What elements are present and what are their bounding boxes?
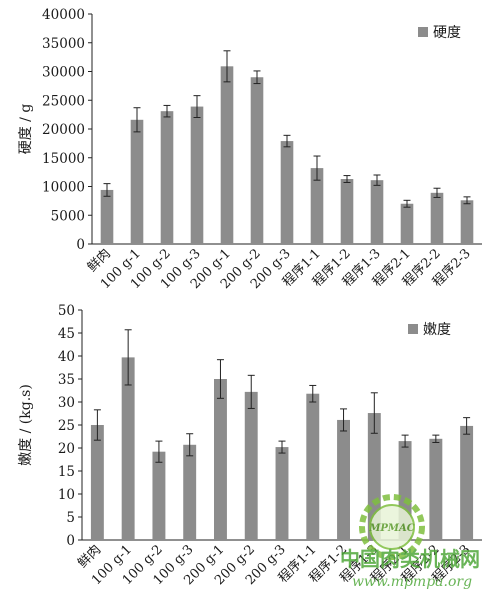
y-tick-label: 35	[58, 372, 75, 388]
y-tick-label: 20	[58, 441, 75, 457]
bar	[160, 111, 174, 244]
bar	[310, 168, 324, 244]
gear-icon	[359, 494, 425, 560]
gear-hub-icon	[369, 504, 415, 550]
y-tick-label: 15	[58, 464, 75, 480]
y-tick-label: 30000	[42, 65, 85, 81]
bar	[130, 119, 144, 244]
bar	[152, 451, 166, 540]
bar	[214, 379, 227, 540]
bar	[430, 192, 444, 244]
y-tick-label: 40000	[42, 7, 85, 23]
y-tick-label: 10	[58, 487, 75, 503]
y-tick-label: 45	[58, 326, 75, 342]
bar	[340, 179, 354, 244]
bar	[370, 180, 384, 244]
legend-label: 硬度	[433, 25, 461, 41]
bar	[429, 438, 443, 540]
y-tick-label: 10000	[42, 180, 85, 196]
legend-label: 嫩度	[423, 322, 451, 338]
watermark: MPMAC 中国肉类机械网 www.mpmpa.org	[340, 494, 480, 590]
bar	[460, 425, 474, 540]
y-tick-label: 20000	[42, 122, 85, 138]
bar	[250, 77, 264, 244]
watermark-logo-text: MPMAC	[368, 523, 414, 534]
legend-swatch	[408, 324, 418, 334]
bar	[183, 444, 197, 540]
y-axis-title: 硬度 / g	[18, 104, 34, 155]
legend-swatch	[418, 27, 428, 37]
hardness-chart: 0 5000 10000 15000 20000 25000 30000 35000 40000…	[18, 7, 482, 292]
bar	[244, 391, 258, 540]
watermark-url: www.mpmpa.org	[352, 574, 472, 590]
y-tick-label: 0	[66, 533, 75, 549]
bar	[90, 425, 104, 540]
y-tick-label: 30	[58, 395, 75, 411]
y-tick-label: 40	[58, 349, 75, 365]
bar	[280, 141, 294, 244]
bar	[400, 203, 414, 244]
bar	[275, 447, 289, 540]
y-tick-label: 25000	[42, 93, 85, 109]
y-tick-label: 35000	[42, 36, 85, 52]
y-tick-label: 5	[66, 510, 75, 526]
bar	[190, 106, 204, 244]
y-tick-label: 0	[76, 237, 85, 253]
y-tick-label: 5000	[51, 208, 85, 224]
y-tick-label: 15000	[42, 151, 85, 167]
bar	[337, 419, 350, 540]
bar	[100, 189, 114, 244]
bar	[220, 66, 234, 244]
y-axis-title: 嫩度 / (kg.s)	[18, 384, 34, 466]
y-tick-label: 25	[58, 418, 75, 434]
bar	[121, 357, 135, 540]
watermark-site-name: 中国肉类机械网	[340, 547, 480, 571]
bar	[460, 200, 474, 244]
y-tick-label: 50	[58, 303, 75, 319]
watermark-logo: MPMAC	[359, 494, 425, 560]
bar	[306, 393, 320, 540]
